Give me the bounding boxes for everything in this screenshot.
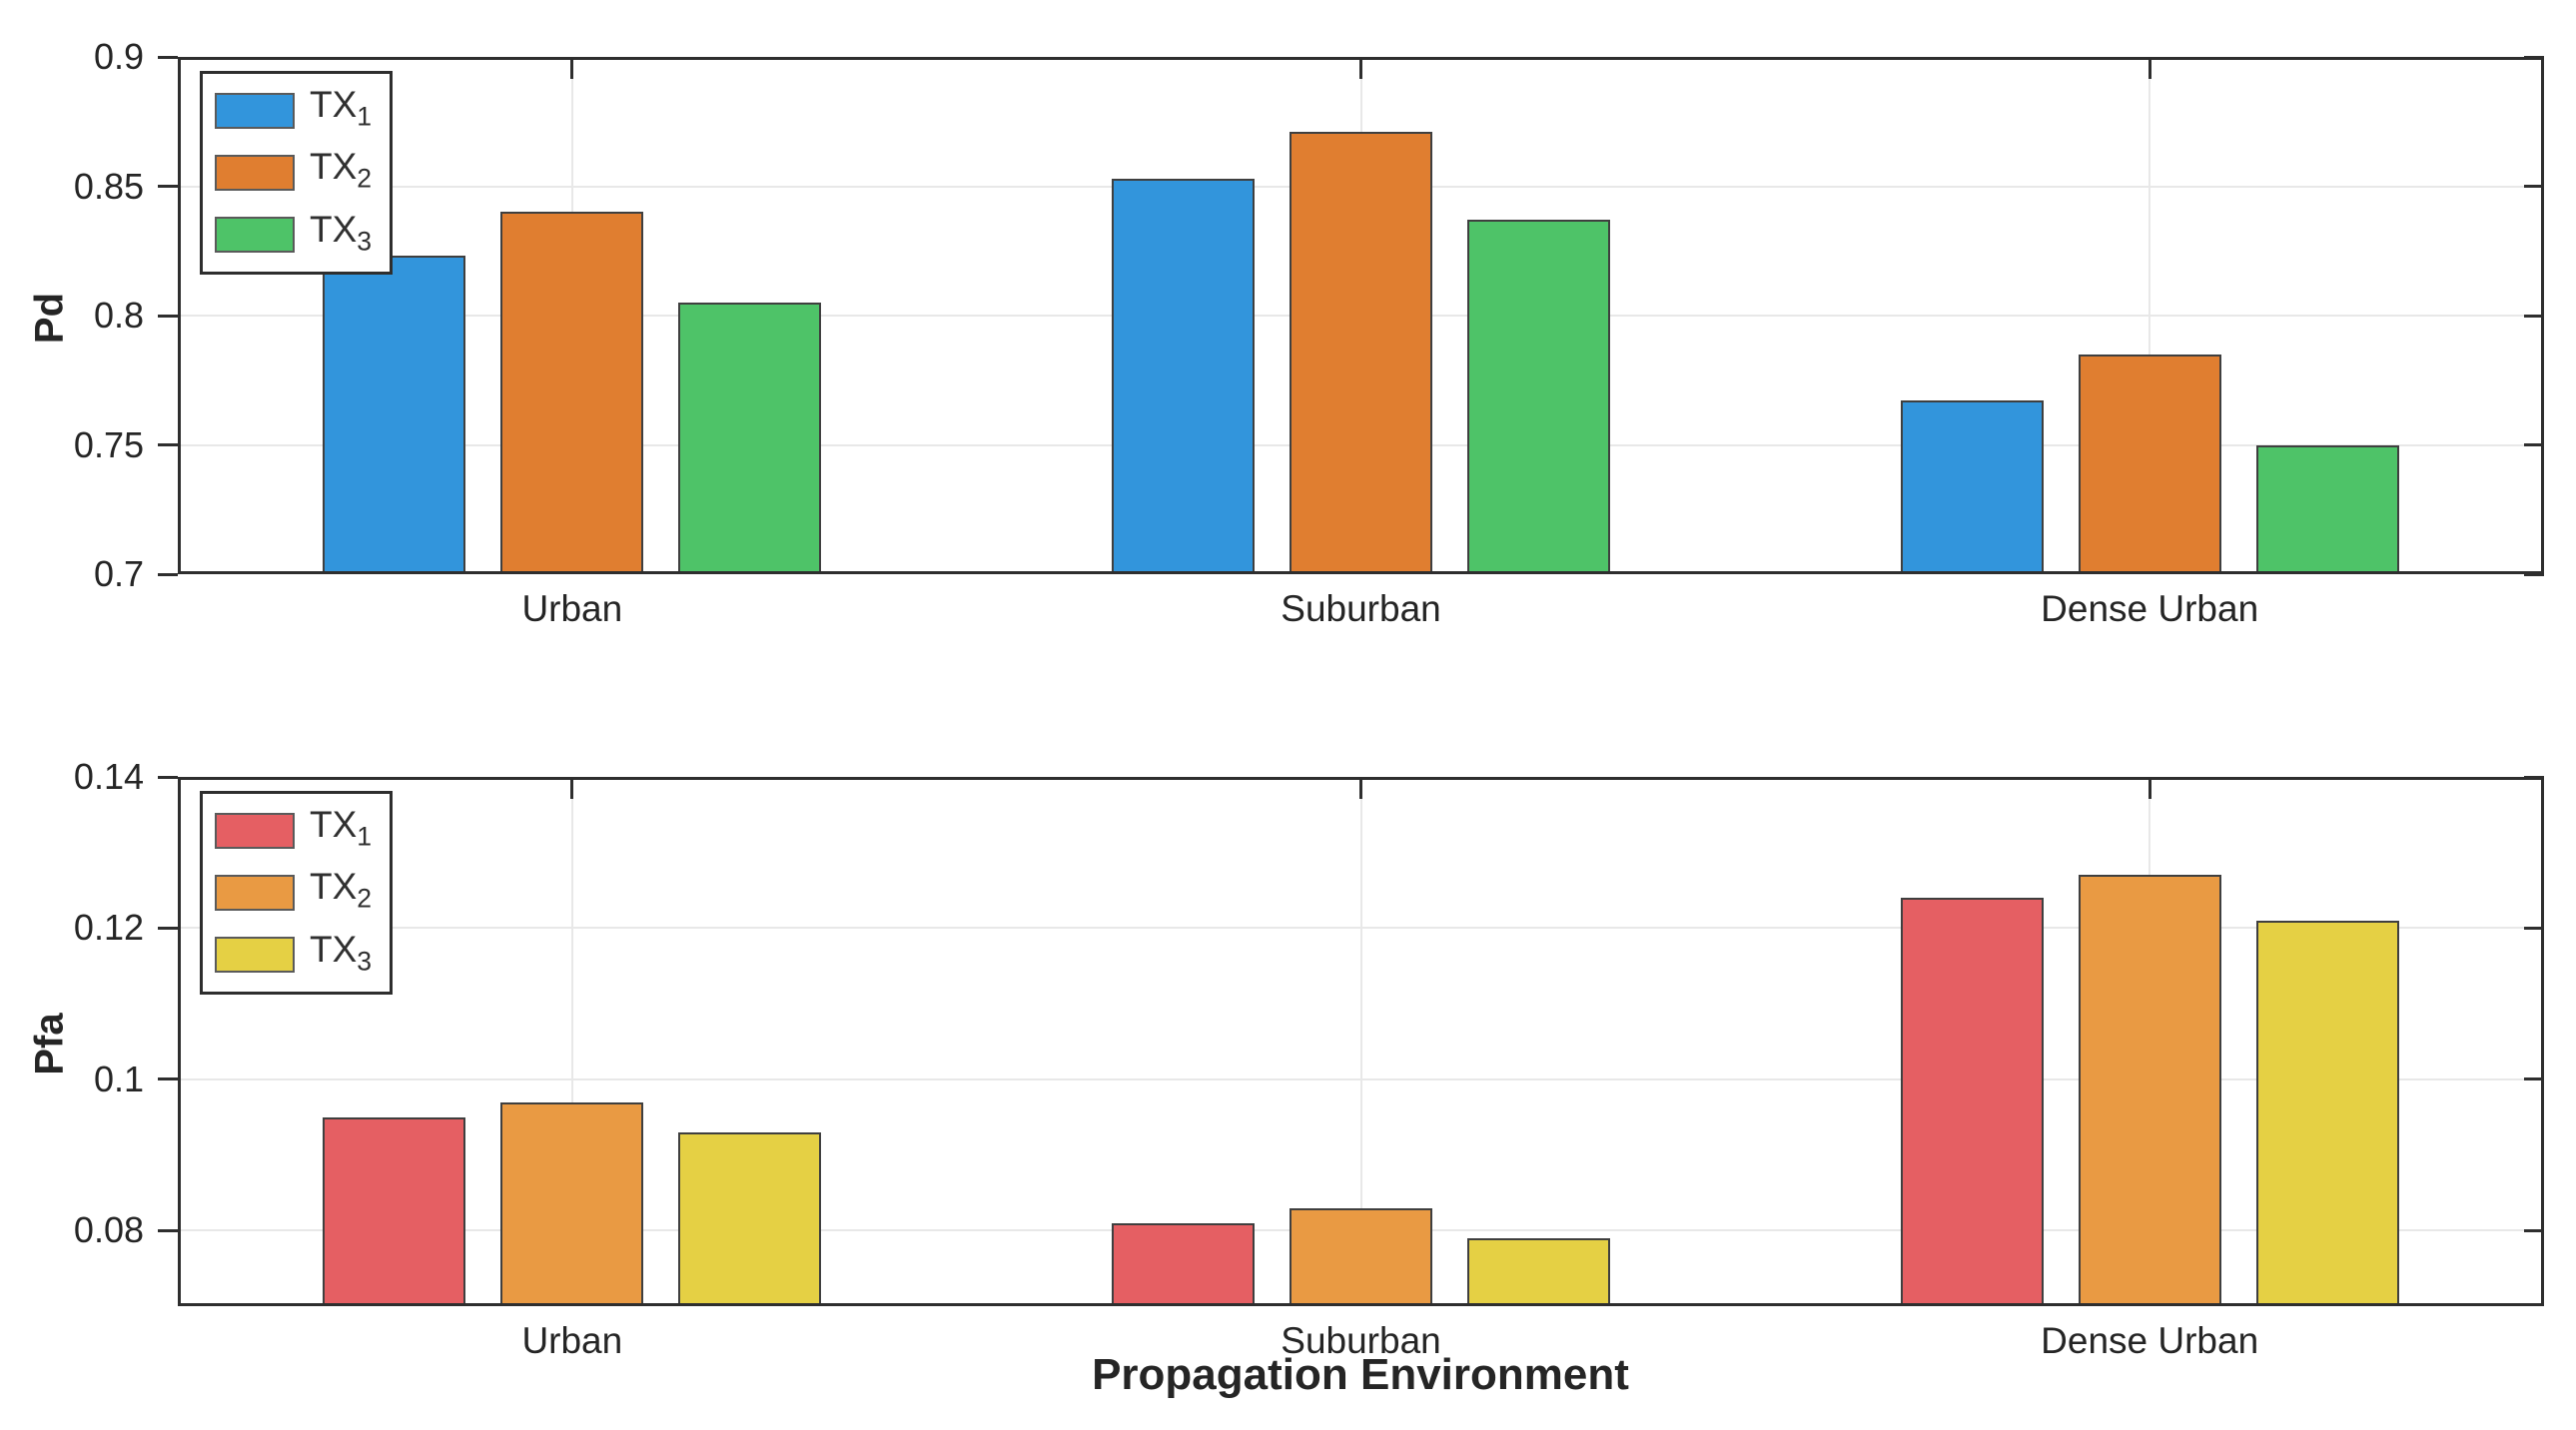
x-tick-mark-top (2147, 57, 2151, 79)
bar-suburban-tx1 (1112, 1222, 1256, 1306)
x-tick-mark-top (1359, 57, 1362, 79)
bar-urban-tx3 (678, 1131, 822, 1306)
y-tick-mark-right (2524, 926, 2544, 930)
legend-label: TX2 (310, 146, 373, 194)
y-tick-mark-left (158, 55, 178, 59)
x-gridline (2148, 57, 2151, 574)
y-tick-mark-right (2524, 775, 2544, 779)
y-tick-mark-right (2524, 55, 2544, 59)
y-tick-mark-left (158, 572, 178, 576)
bar-urban-tx1 (323, 256, 466, 574)
x-tick-mark-top (570, 777, 574, 799)
y-tick-mark-left (158, 926, 178, 930)
legend-swatch-tx2 (215, 875, 295, 912)
y-tick-label: 0.14 (73, 756, 144, 797)
y-tick-label: 0.85 (73, 165, 144, 207)
y-tick-label: 0.1 (93, 1058, 144, 1099)
y-tick-label: 0.9 (93, 36, 144, 77)
bar-suburban-tx1 (1112, 178, 1256, 574)
legend-label: TX3 (310, 208, 373, 257)
category-label: Suburban (1281, 588, 1441, 629)
category-label: Suburban (1281, 1320, 1441, 1361)
legend-label: TX2 (310, 866, 373, 914)
category-label: Dense Urban (2041, 1320, 2259, 1361)
bar-suburban-tx3 (1466, 220, 1610, 574)
bar-suburban-tx3 (1466, 1237, 1610, 1306)
y-tick-mark-left (158, 185, 178, 188)
x-gridline (570, 777, 573, 1306)
y-tick-mark-right (2524, 572, 2544, 576)
bar-dense-urban-tx2 (2078, 875, 2221, 1306)
legend-label: TX3 (310, 928, 373, 977)
y-tick-label: 0.08 (73, 1209, 144, 1251)
y-tick-mark-left (158, 775, 178, 779)
x-gridline (1359, 777, 1362, 1306)
pfa-bar-chart-plot-area: 0.08 0.1 0.12 0.14 Urban Suburban Dense Urban T… (74, 757, 2544, 1361)
bar-dense-urban-tx3 (2255, 444, 2399, 574)
y-tick-mark-right (2524, 1077, 2544, 1081)
x-tick-mark-top (1359, 777, 1362, 799)
bar-urban-tx2 (500, 212, 644, 574)
y-tick-mark-left (158, 1228, 178, 1232)
y-tick-mark-right (2524, 314, 2544, 318)
x-axis-label: Propagation Environment (1092, 1350, 1629, 1399)
y-tick-mark-right (2524, 1228, 2544, 1232)
category-label: Urban (521, 588, 623, 629)
x-tick-mark-top (2147, 777, 2151, 799)
legend-entry: TX1 (215, 804, 373, 855)
bar-suburban-tx2 (1288, 1207, 1433, 1306)
legend-swatch-tx3 (215, 937, 295, 974)
y-tick-mark-right (2524, 185, 2544, 188)
legend-label: TX1 (310, 84, 373, 132)
legend-label: TX1 (310, 804, 373, 852)
category-label: Urban (521, 1320, 623, 1361)
y-tick-label: 0.75 (73, 423, 144, 465)
legend-swatch-tx2 (215, 155, 295, 192)
legend: TX1 TX2 TX3 (200, 791, 394, 996)
bar-dense-urban-tx1 (1900, 898, 2044, 1306)
legend-swatch-tx3 (215, 217, 295, 254)
bar-dense-urban-tx2 (2078, 354, 2221, 574)
legend-swatch-tx1 (215, 92, 295, 129)
pd-bar-chart-plot-area: 0.7 0.75 0.8 0.85 0.9 Urban Suburban Dense Urba… (74, 37, 2544, 629)
bar-dense-urban-tx1 (1900, 400, 2044, 574)
bar-urban-tx3 (678, 303, 822, 574)
y-tick-mark-left (158, 1077, 178, 1081)
category-label: Dense Urban (2041, 588, 2259, 629)
bar-suburban-tx2 (1288, 132, 1433, 574)
bar-urban-tx1 (323, 1116, 466, 1306)
y-tick-label: 0.12 (73, 907, 144, 949)
bar-dense-urban-tx3 (2255, 920, 2399, 1306)
legend-entry: TX2 (215, 148, 372, 197)
x-tick-mark-top (570, 57, 574, 79)
legend-entry: TX3 (215, 928, 373, 980)
y-tick-mark-left (158, 443, 178, 446)
y-tick-mark-left (158, 314, 178, 318)
y-tick-label: 0.7 (93, 553, 144, 594)
legend-entry: TX3 (215, 208, 373, 260)
legend: TX1 TX2 TX3 (200, 71, 394, 276)
legend-swatch-tx1 (215, 812, 295, 849)
legend-entry: TX1 (215, 84, 373, 135)
y-tick-mark-right (2524, 443, 2544, 446)
y-tick-label: 0.8 (93, 295, 144, 336)
legend-entry: TX2 (215, 868, 372, 917)
bar-urban-tx2 (500, 1101, 644, 1306)
